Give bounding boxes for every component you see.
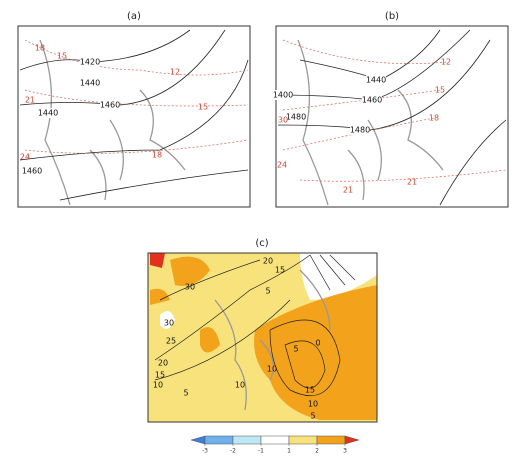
label-halo (38, 108, 58, 118)
contour-label: 5 (183, 389, 188, 398)
isotherm (24, 39, 249, 154)
colorbar-label: -3 (202, 448, 208, 455)
contour-label: 10 (153, 381, 163, 390)
colorbar-end (344, 435, 360, 445)
contour-label: 15 (305, 386, 315, 395)
coastline (214, 269, 331, 411)
colorbar-end (190, 435, 206, 445)
contour-label: 0 (315, 339, 320, 348)
contour-label: 1460 (100, 101, 120, 110)
label-halo (286, 112, 306, 122)
isotherm-label: 30 (278, 116, 288, 125)
strong-area (150, 253, 165, 268)
isotherm-label: 18 (429, 114, 439, 123)
contour-label: 5 (293, 345, 298, 354)
isotherm-label: 21 (407, 178, 417, 187)
map-frame (275, 25, 509, 208)
contour-label: 1480 (350, 126, 370, 135)
panel-label: (c) (255, 238, 268, 249)
colorbar-label: -2 (230, 448, 236, 455)
isotherm-label: 24 (277, 161, 287, 170)
label-halo (273, 90, 293, 100)
contour-label: 1400 (273, 91, 293, 100)
contour-label: 20 (158, 359, 168, 368)
contour-label: 1480 (286, 113, 306, 122)
isotherm-label: 15 (57, 52, 67, 61)
positive-area (150, 256, 377, 420)
contour-label: 20 (263, 257, 273, 266)
colorbar-label: -1 (258, 448, 264, 455)
contour-label: 5 (310, 412, 315, 421)
colorbar-label: 2 (315, 448, 319, 455)
contour-label: 30 (164, 319, 174, 328)
neutral-area (160, 311, 175, 329)
panel-c (147, 252, 378, 423)
colorbar-swatch (288, 435, 318, 445)
contour-label: 1440 (38, 109, 58, 118)
label-halo (366, 75, 386, 85)
contour-label: 5 (265, 287, 270, 296)
colorbar-label: 1 (287, 448, 291, 455)
panel-label: (a) (127, 11, 141, 22)
isotherm-label: 15 (435, 86, 445, 95)
colorbar-swatch (316, 435, 346, 445)
isotherm-label: 18 (152, 151, 162, 160)
isotherm-label: 15 (198, 103, 208, 112)
panel-label: (b) (385, 11, 399, 22)
contour-label: 1440 (80, 79, 100, 88)
isotherm-label: 18 (35, 44, 45, 53)
map-frame (147, 252, 378, 423)
contour-label: 1420 (80, 58, 100, 67)
label-halo (80, 57, 100, 67)
label-halo (100, 100, 120, 110)
coastline (39, 39, 186, 206)
contour-label: 30 (185, 283, 195, 292)
label-halo (80, 78, 100, 88)
contour-label: 15 (155, 371, 165, 380)
contour-label: 1460 (362, 96, 382, 105)
contour-label: 15 (275, 266, 285, 275)
isotherm-label: 21 (343, 186, 353, 195)
contour-label: 10 (235, 381, 245, 390)
label-halo (362, 95, 382, 105)
colorbar-swatch (260, 435, 290, 445)
colorbar-swatch (232, 435, 262, 445)
contour (154, 254, 356, 397)
label-halo (22, 166, 42, 176)
colorbar-label: 3 (343, 448, 347, 455)
isotherm-label: 12 (170, 68, 180, 77)
labels: (a)1420144014601460144018151215182124(b)… (20, 11, 451, 455)
isotherm-label: 21 (25, 96, 35, 105)
colorbar-swatch (204, 435, 234, 445)
contour-label: 25 (166, 337, 176, 346)
isotherm-label: 12 (441, 58, 451, 67)
contour-label: 10 (308, 400, 318, 409)
label-halo (350, 125, 370, 135)
isotherm-label: 24 (20, 153, 30, 162)
panel-b (275, 25, 509, 208)
coastline (297, 39, 444, 206)
contour-label: 10 (267, 365, 277, 374)
contour-label: 1460 (22, 167, 42, 176)
neutral-area (300, 253, 377, 300)
contour-label: 1440 (366, 76, 386, 85)
